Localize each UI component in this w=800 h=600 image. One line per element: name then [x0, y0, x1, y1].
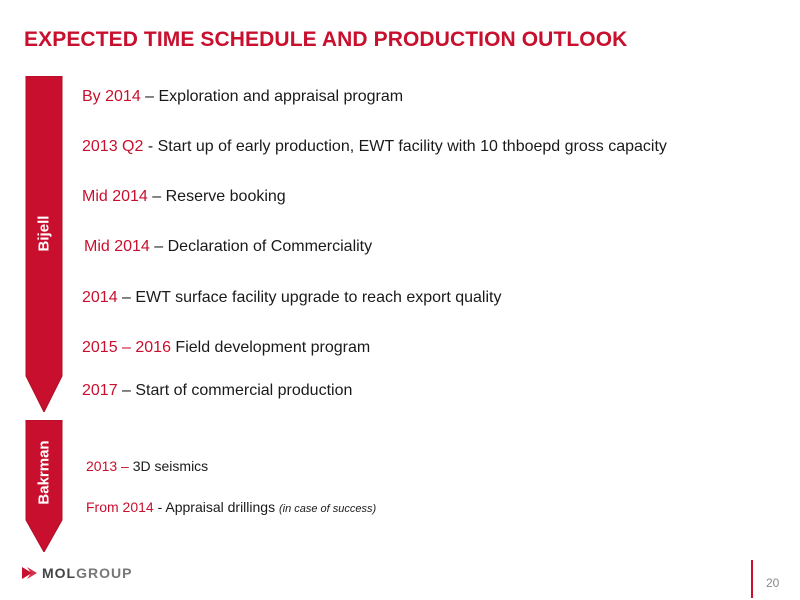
item-date: 2014 — [82, 289, 118, 306]
footer-divider — [751, 560, 753, 598]
bijell-item-4: Mid 2014 – Declaration of Commerciality — [84, 238, 372, 256]
bakrman-item-2: From 2014 - Appraisal drillings (in case… — [86, 499, 376, 515]
bijell-item-1: By 2014 – Exploration and appraisal prog… — [82, 88, 403, 106]
bakrman-item-1: 2013 – 3D seismics — [86, 458, 208, 474]
item-date: 2017 — [82, 382, 118, 399]
bijell-item-6: 2015 – 2016 Field development program — [82, 339, 370, 357]
mol-group-logo: MOLGROUP — [22, 563, 132, 583]
item-text: - Start up of early production, EWT faci… — [143, 138, 667, 155]
item-text: – EWT surface facility upgrade to reach … — [117, 289, 502, 306]
bijell-label: Bijell — [35, 215, 53, 252]
item-date: By 2014 — [82, 88, 141, 105]
item-text: 3D seismics — [128, 458, 209, 474]
item-date: 2013 – — [86, 458, 129, 474]
item-text: Field development program — [170, 339, 371, 356]
bijell-item-2: 2013 Q2 - Start up of early production, … — [82, 138, 667, 156]
item-date: 2013 Q2 — [82, 138, 144, 155]
bakrman-arrow — [25, 420, 63, 552]
item-date: Mid 2014 — [82, 188, 148, 205]
item-date: 2015 – 2016 — [82, 339, 171, 356]
bijell-item-3: Mid 2014 – Reserve booking — [82, 188, 286, 206]
item-text: – Reserve booking — [147, 188, 286, 205]
bijell-arrow — [25, 76, 63, 412]
item-date: Mid 2014 — [84, 238, 150, 255]
item-text: – Exploration and appraisal program — [140, 88, 404, 105]
item-date: From 2014 — [86, 499, 154, 515]
page-number: 20 — [766, 576, 780, 590]
item-note: (in case of success) — [278, 503, 377, 515]
item-text: - Appraisal drillings — [153, 499, 279, 515]
page-title: EXPECTED TIME SCHEDULE AND PRODUCTION OU… — [24, 28, 628, 51]
item-text: – Declaration of Commerciality — [149, 238, 373, 255]
logo-wordmark: MOLGROUP — [42, 565, 133, 581]
arrow-chevron-icon — [22, 567, 37, 579]
bakrman-label: Bakrman — [35, 440, 53, 505]
bijell-item-7: 2017 – Start of commercial production — [82, 382, 352, 400]
bijell-item-5: 2014 – EWT surface facility upgrade to r… — [82, 289, 501, 307]
item-text: – Start of commercial production — [117, 382, 353, 399]
